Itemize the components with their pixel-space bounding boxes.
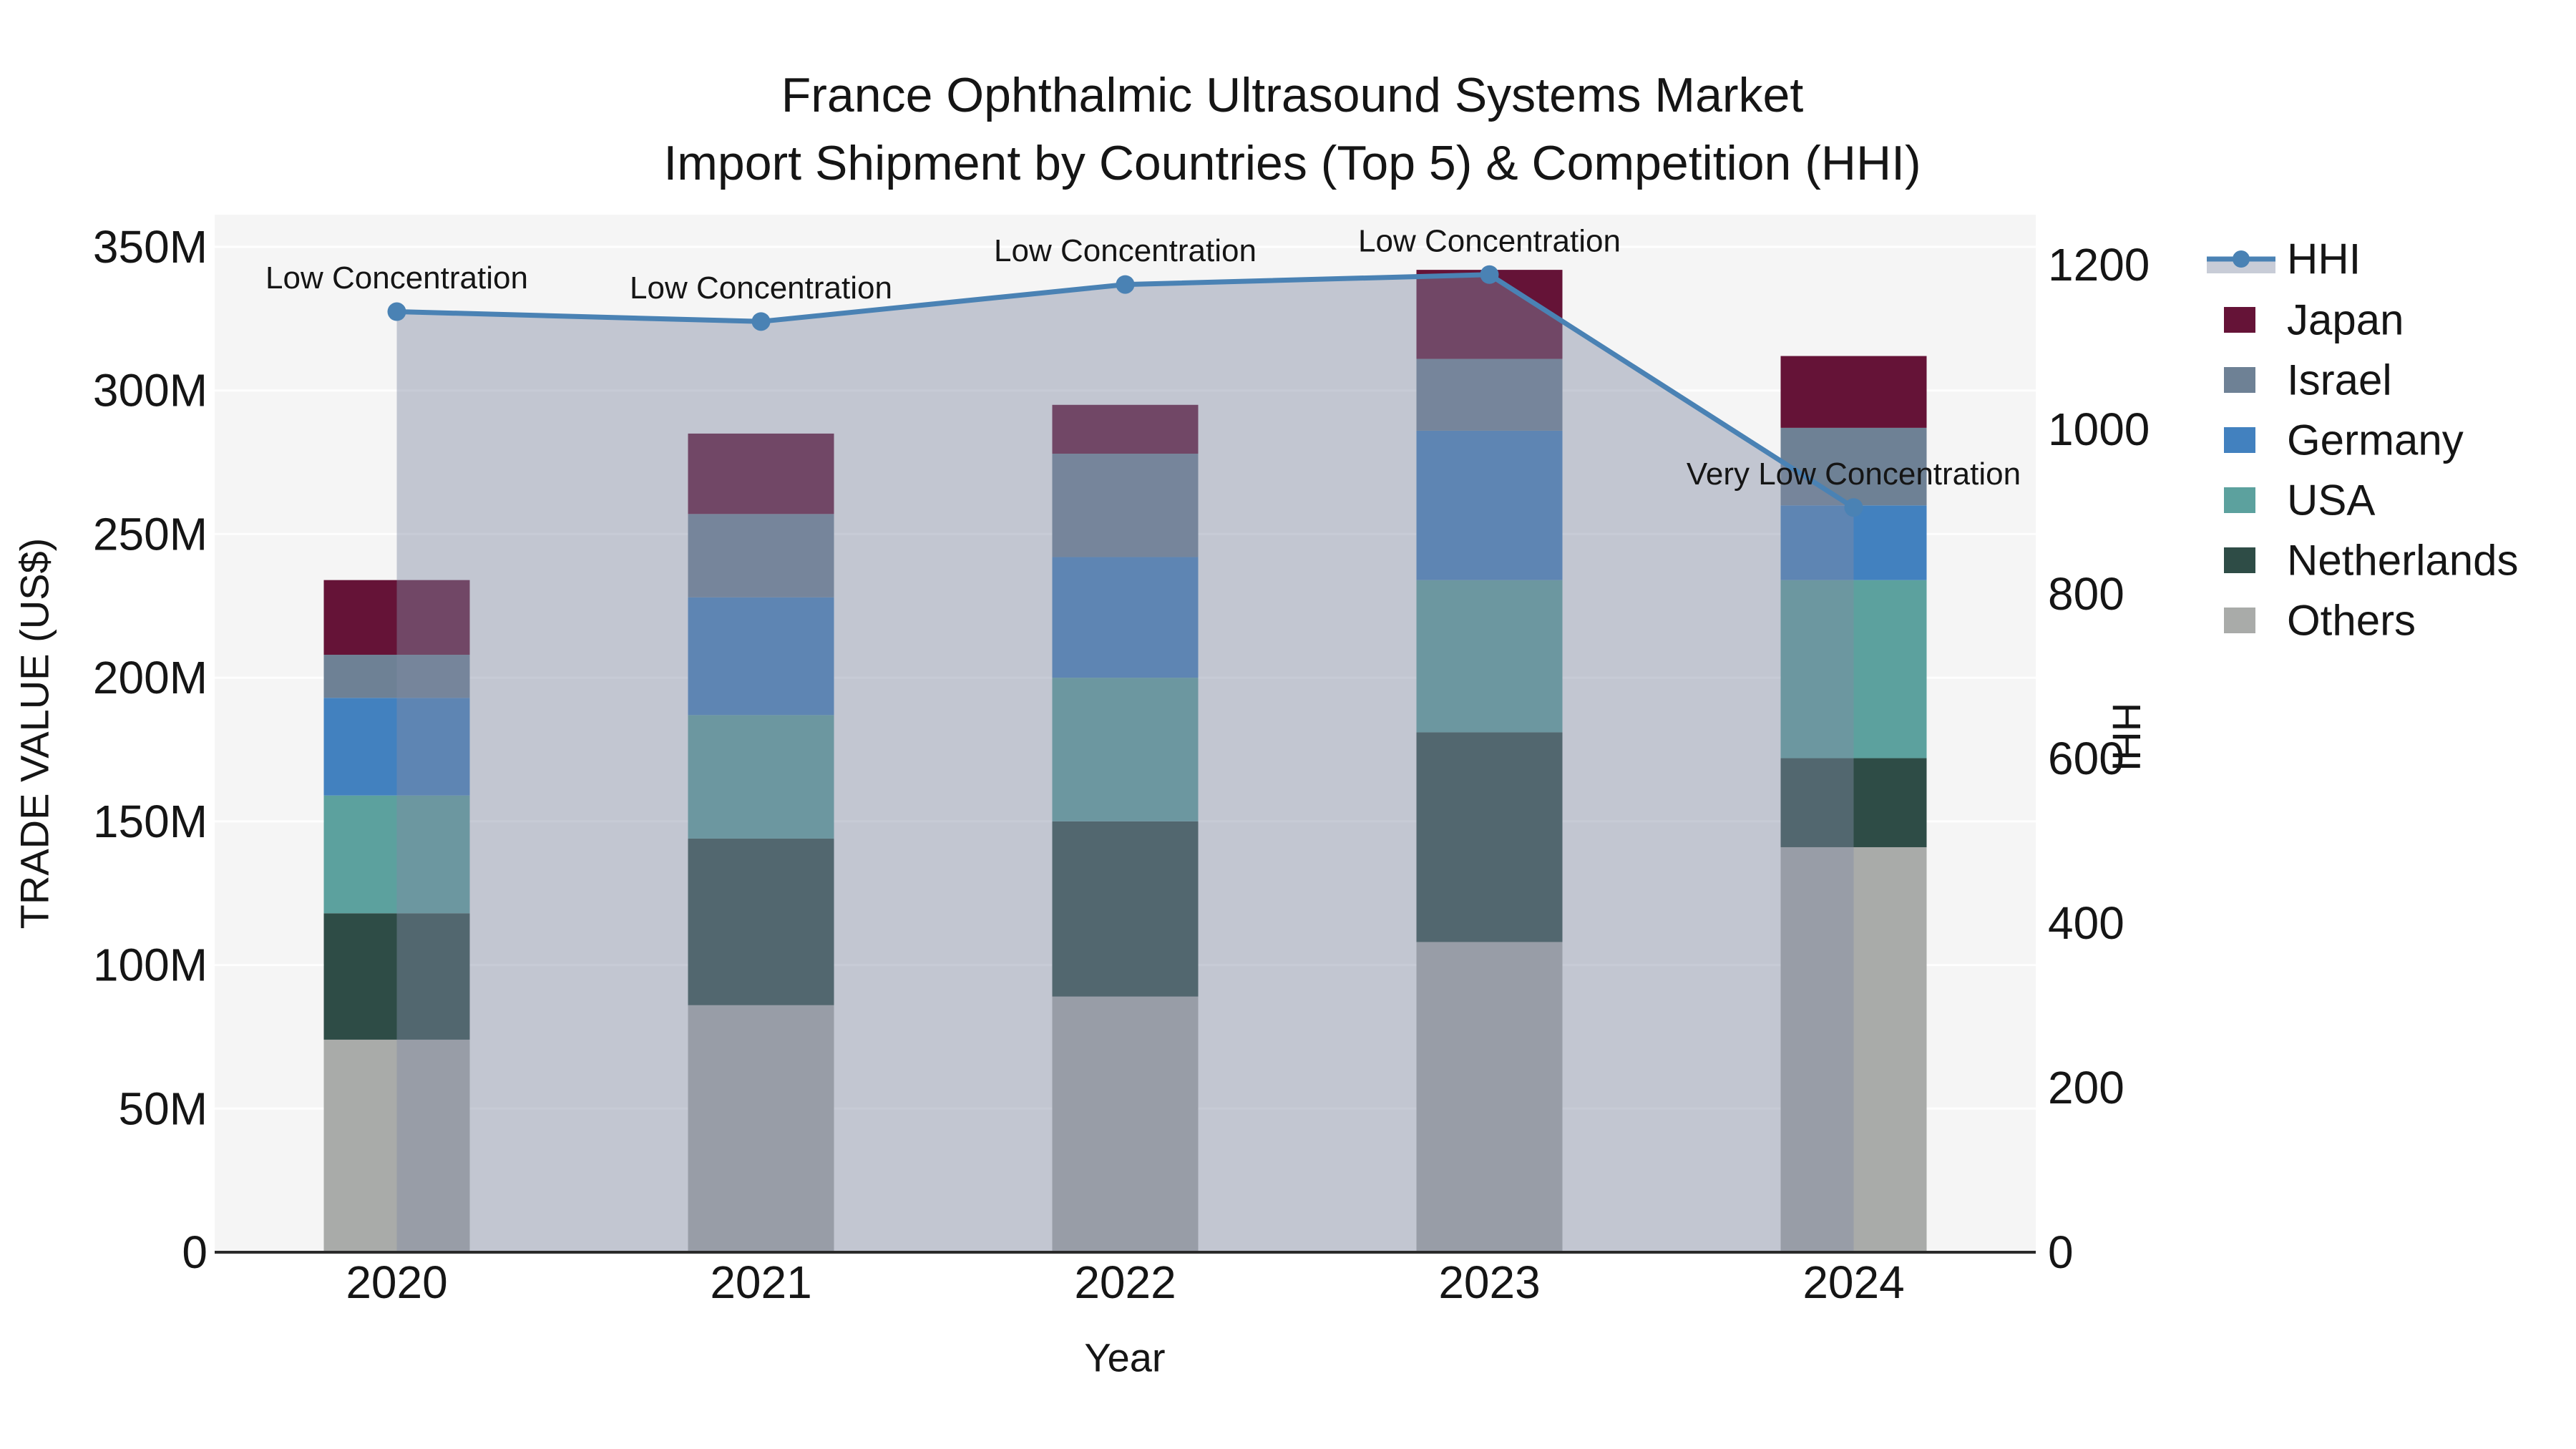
- y-right-tick-200: 200: [2048, 1062, 2124, 1113]
- legend-label-others: Others: [2287, 597, 2416, 645]
- x-axis-title: Year: [1084, 1335, 1165, 1380]
- bar-segment-netherlands-2020: [323, 913, 470, 1040]
- legend-swatch-others: [2224, 608, 2255, 633]
- bar-segment-japan-2023: [1416, 270, 1563, 359]
- legend-swatch-usa: [2224, 487, 2255, 513]
- y-right-tick-400: 400: [2048, 897, 2124, 949]
- y-right-tick-labels: 0 200 400 600 800 1000 1200: [2048, 239, 2150, 1278]
- y-right-axis-title: HHI: [2104, 703, 2150, 771]
- bar-segment-usa-2020: [323, 795, 470, 914]
- annotations: Low Concentration Low Concentration Low Co…: [265, 223, 2021, 491]
- hhi-marker-2021: [751, 312, 771, 331]
- bar-segment-others-2022: [1052, 996, 1199, 1252]
- y-left-tick-350M: 350M: [93, 221, 208, 273]
- x-tick-2024: 2024: [1802, 1257, 1904, 1308]
- y-right-tick-1200: 1200: [2048, 239, 2150, 291]
- bar-segment-germany-2024: [1780, 505, 1927, 580]
- legend-item-others: Others: [2224, 597, 2416, 645]
- legend-label-hhi: HHI: [2287, 235, 2361, 283]
- bar-segment-usa-2021: [688, 715, 834, 839]
- y-left-tick-150M: 150M: [93, 796, 208, 847]
- legend-label-germany: Germany: [2287, 416, 2464, 464]
- bar-segment-germany-2022: [1052, 557, 1199, 678]
- legend-label-netherlands: Netherlands: [2287, 537, 2519, 585]
- y-right-tick-600: 600: [2048, 733, 2124, 784]
- bar-segment-germany-2021: [688, 597, 834, 716]
- hhi-marker-2024: [1844, 498, 1863, 517]
- legend-item-usa: USA: [2224, 477, 2375, 525]
- annotation-2024: Very Low Concentration: [1687, 457, 2021, 492]
- bar-segment-japan-2021: [688, 433, 834, 514]
- bar-segment-japan-2024: [1780, 356, 1927, 428]
- bar-segment-usa-2023: [1416, 580, 1563, 733]
- x-tick-2022: 2022: [1074, 1257, 1176, 1308]
- hhi-marker-2023: [1480, 265, 1499, 284]
- legend-swatch-japan: [2224, 307, 2255, 333]
- y-right-tick-800: 800: [2048, 568, 2124, 620]
- legend-swatch-netherlands: [2224, 547, 2255, 573]
- bar-segment-usa-2024: [1780, 580, 1927, 758]
- bar-segment-germany-2023: [1416, 430, 1563, 580]
- bar-segment-israel-2024: [1780, 427, 1927, 506]
- y-left-tick-300M: 300M: [93, 365, 208, 416]
- bar-segment-others-2020: [323, 1039, 470, 1252]
- annotation-2020: Low Concentration: [265, 260, 528, 296]
- y-left-tick-50M: 50M: [119, 1083, 208, 1134]
- y-left-tick-250M: 250M: [93, 508, 208, 560]
- bar-segment-israel-2022: [1052, 454, 1199, 557]
- stacked-bars: [323, 270, 1927, 1252]
- legend-item-hhi: HHI: [2207, 235, 2361, 283]
- bar-segment-japan-2020: [323, 580, 470, 655]
- y-right-tick-1000: 1000: [2048, 404, 2150, 455]
- y-left-tick-labels: 0 50M 100M 150M 200M 250M 300M 350M: [93, 221, 208, 1278]
- y-left-tick-100M: 100M: [93, 940, 208, 991]
- hhi-area-fill: [396, 274, 1854, 1252]
- bar-segment-israel-2021: [688, 514, 834, 597]
- y-left-axis-title: TRADE VALUE (US$): [12, 538, 57, 930]
- legend-item-japan: Japan: [2224, 296, 2404, 344]
- bar-segment-israel-2023: [1416, 358, 1563, 431]
- annotation-2023: Low Concentration: [1358, 223, 1621, 258]
- x-tick-2023: 2023: [1438, 1257, 1540, 1308]
- bar-segment-usa-2022: [1052, 678, 1199, 821]
- bar-segment-netherlands-2021: [688, 838, 834, 1005]
- legend-item-netherlands: Netherlands: [2224, 537, 2519, 585]
- legend-item-germany: Germany: [2224, 416, 2464, 464]
- hhi-line-markers: [387, 265, 1863, 517]
- bar-segment-netherlands-2022: [1052, 821, 1199, 997]
- x-tick-2020: 2020: [346, 1257, 447, 1308]
- legend-label-israel: Israel: [2287, 356, 2392, 404]
- legend-hhi-marker-sample: [2233, 250, 2250, 268]
- y-left-tick-200M: 200M: [93, 652, 208, 703]
- bar-segment-others-2023: [1416, 942, 1563, 1252]
- hhi-marker-2020: [387, 302, 406, 321]
- bar-segment-japan-2022: [1052, 404, 1199, 454]
- y-right-tick-0: 0: [2048, 1226, 2074, 1278]
- y-left-tick-0: 0: [182, 1226, 208, 1278]
- legend-label-japan: Japan: [2287, 296, 2404, 344]
- hhi-marker-2022: [1116, 275, 1135, 294]
- bar-segment-netherlands-2024: [1780, 758, 1927, 847]
- legend-label-usa: USA: [2287, 477, 2375, 525]
- bar-segment-germany-2020: [323, 698, 470, 796]
- bar-segment-others-2021: [688, 1005, 834, 1252]
- legend-item-israel: Israel: [2224, 356, 2392, 404]
- legend-swatch-germany: [2224, 427, 2255, 453]
- annotation-2021: Low Concentration: [630, 270, 892, 306]
- chart-title-line2: Import Shipment by Countries (Top 5) & C…: [663, 136, 1921, 190]
- legend-swatch-israel: [2224, 367, 2255, 393]
- legend: HHI Japan Israel Germany USA Netherlands Other…: [2207, 235, 2519, 645]
- annotation-2022: Low Concentration: [994, 233, 1257, 268]
- x-tick-2021: 2021: [710, 1257, 811, 1308]
- x-tick-labels: 2020 2021 2022 2023 2024: [346, 1257, 1904, 1308]
- bar-segment-netherlands-2023: [1416, 732, 1563, 942]
- bar-segment-others-2024: [1780, 847, 1927, 1252]
- bar-segment-israel-2020: [323, 655, 470, 698]
- chart-title-line1: France Ophthalmic Ultrasound Systems Mar…: [781, 68, 1804, 122]
